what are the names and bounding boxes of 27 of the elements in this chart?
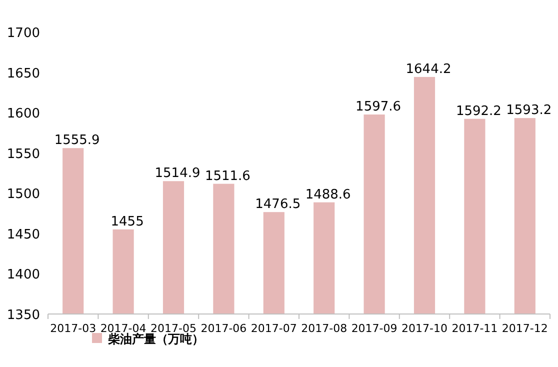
x-tick-label: 2017-11 xyxy=(452,322,498,335)
data-label: 1455 xyxy=(110,214,144,230)
data-label: 1511.6 xyxy=(204,168,250,184)
data-label: 1592.2 xyxy=(456,104,502,119)
y-tick-label: 1700 xyxy=(6,26,40,41)
data-label: 1488.6 xyxy=(305,187,351,202)
x-tick-label: 2017-12 xyxy=(502,322,548,335)
y-tick-label: 1550 xyxy=(6,146,40,162)
x-tick-label: 2017-06 xyxy=(200,322,247,335)
y-tick-label: 1650 xyxy=(6,66,40,82)
x-tick-label: 2017-08 xyxy=(301,322,348,335)
data-label: 1644.2 xyxy=(406,62,452,77)
data-label: 1476.5 xyxy=(255,197,301,212)
y-tick-label: 1600 xyxy=(6,106,40,122)
legend-label: 柴油产量（万吨） xyxy=(107,332,204,346)
y-tick-label: 1500 xyxy=(6,187,40,202)
x-tick-label: 2017-10 xyxy=(402,322,448,335)
y-tick-label: 1400 xyxy=(6,268,40,283)
data-label: 1593.2 xyxy=(506,103,552,118)
x-tick-label: 2017-09 xyxy=(351,322,398,335)
y-tick-label: 1350 xyxy=(6,308,40,323)
data-label: 1555.9 xyxy=(54,133,100,148)
x-tick-label: 2017-03 xyxy=(50,322,96,335)
data-label: 1597.6 xyxy=(356,100,402,115)
x-tick-label: 2017-07 xyxy=(250,322,297,335)
data-label: 1514.9 xyxy=(154,166,200,182)
y-tick-label: 1450 xyxy=(6,227,40,242)
